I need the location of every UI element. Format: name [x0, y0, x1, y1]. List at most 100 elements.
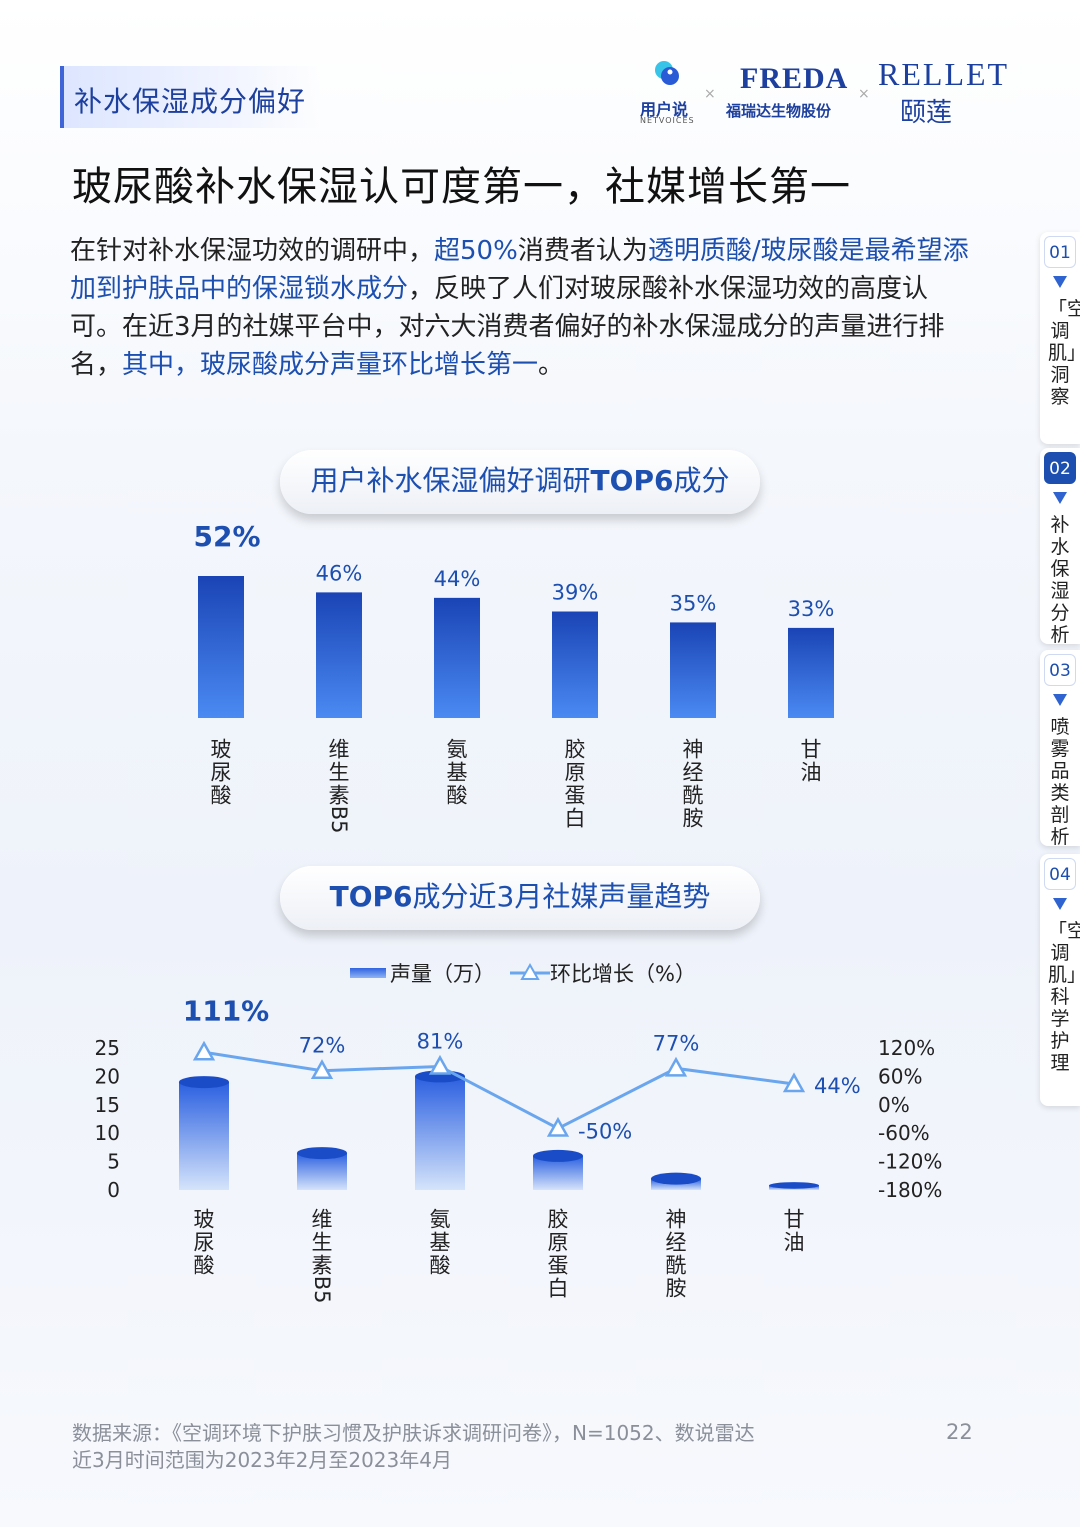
category-label: 氨基酸: [430, 1207, 451, 1277]
right-axis-tick: -180%: [878, 1178, 942, 1202]
netvoices-logo-icon: [655, 61, 679, 85]
intro-text: 。: [538, 350, 565, 380]
nav-label: 喷雾品类剖析: [1050, 716, 1070, 848]
volume-bar: [769, 1182, 819, 1190]
right-axis-tick: -120%: [878, 1150, 942, 1174]
triangle-down-icon: [1053, 276, 1067, 288]
svg-text:原: 原: [565, 760, 586, 784]
svg-text:蛋: 蛋: [565, 783, 586, 807]
growth-point: [782, 1072, 806, 1093]
chart2-title-pill: TOP6成分近3月社媒声量趋势: [280, 866, 760, 930]
survey-value-label: 33%: [788, 597, 835, 621]
svg-text:神: 神: [683, 737, 704, 761]
svg-text:尿: 尿: [211, 760, 232, 784]
right-axis-tick: 60%: [878, 1064, 922, 1088]
chart1-title-pill: 用户补水保湿偏好调研TOP6成分: [280, 450, 760, 514]
freda-logo-text: FREDA: [740, 62, 849, 95]
survey-value-label: 46%: [316, 561, 363, 585]
svg-text:基: 基: [430, 1230, 451, 1254]
survey-bar: [788, 627, 834, 718]
legend-bar-label: 声量（万）: [390, 962, 495, 986]
svg-text:原: 原: [548, 1230, 569, 1254]
netvoices-logo-text: 用户说: [640, 100, 689, 119]
triangle-down-icon: [1053, 898, 1067, 910]
svg-text:白: 白: [565, 806, 586, 830]
chart1-title-text: TOP6: [590, 464, 674, 497]
growth-value-label: 44%: [814, 1074, 861, 1098]
right-axis-tick: 120%: [878, 1036, 935, 1060]
svg-text:尿: 尿: [194, 1230, 215, 1254]
svg-text:酰: 酰: [683, 783, 704, 807]
svg-text:玻: 玻: [211, 737, 232, 761]
intro-highlight: 其中，玻尿酸成分声量环比增长第一: [122, 350, 539, 380]
growth-line: [203, 1050, 795, 1131]
svg-text:白: 白: [548, 1276, 569, 1300]
svg-text:胶: 胶: [565, 737, 586, 761]
page-number: 22: [946, 1420, 973, 1444]
intro-text: ，反映了人们对玻尿酸补水保湿功效的高度认可。在近3月的社媒平台中，对六大消费者偏…: [70, 274, 945, 380]
source-line: 近3月时间范围为2023年2月至2023年4月: [72, 1448, 452, 1472]
category-label: 玻尿酸: [194, 1207, 215, 1277]
svg-text:玻: 玻: [194, 1207, 215, 1231]
svg-text:B5: B5: [327, 806, 351, 834]
nav-item-01[interactable]: 01 「空调肌」洞察: [1040, 232, 1080, 444]
volume-bar: [297, 1147, 347, 1190]
svg-text:神: 神: [666, 1207, 687, 1231]
brand-logos: 用户说 NETVOICES × FREDA 福瑞达生物股份 × RELLET 颐…: [636, 52, 1007, 132]
chart1-title-text: 成分: [673, 464, 730, 497]
category-label: 玻尿酸: [211, 737, 232, 807]
survey-value-label: 52%: [193, 520, 260, 553]
svg-text:氨: 氨: [447, 737, 468, 761]
svg-text:维: 维: [329, 737, 350, 761]
source-footnote: 数据来源：《空调环境下护肤习惯及护肤诉求调研问卷》，N=1052、数说雷达 近3…: [72, 1420, 755, 1474]
nav-number: 03: [1044, 654, 1076, 686]
nav-label: 「空调肌」科学护理: [1048, 920, 1080, 1074]
left-axis-tick: 5: [107, 1150, 120, 1174]
growth-value-label: -50%: [578, 1119, 632, 1143]
source-line: 数据来源：《空调环境下护肤习惯及护肤诉求调研问卷》，N=1052、数说雷达: [72, 1421, 755, 1445]
svg-text:B5: B5: [310, 1276, 334, 1304]
growth-value-label: 111%: [183, 994, 270, 1027]
survey-bar: [670, 622, 716, 718]
svg-text:胶: 胶: [548, 1207, 569, 1231]
svg-text:油: 油: [784, 1230, 805, 1254]
nav-number: 01: [1044, 236, 1076, 268]
svg-text:油: 油: [801, 760, 822, 784]
growth-point: [310, 1059, 334, 1079]
svg-text:生: 生: [329, 760, 350, 784]
nav-number: 04: [1044, 858, 1076, 890]
nav-item-04[interactable]: 04 「空调肌」科学护理: [1040, 854, 1080, 1106]
nav-item-03[interactable]: 03 喷雾品类剖析: [1040, 650, 1080, 848]
volume-bar: [179, 1076, 229, 1190]
svg-text:胺: 胺: [683, 806, 704, 830]
volume-bar: [651, 1172, 701, 1190]
nav-label: 补水保湿分析: [1050, 514, 1070, 646]
growth-value-label: 72%: [299, 1034, 346, 1058]
svg-text:酸: 酸: [430, 1253, 451, 1277]
volume-bar: [415, 1070, 465, 1190]
nav-item-02[interactable]: 02 补水保湿分析: [1040, 448, 1080, 646]
growth-point: [192, 1040, 216, 1061]
intro-highlight: 透明质酸/玻尿酸是最希望添加到护肤品中的保湿锁水成分: [70, 236, 969, 304]
svg-text:蛋: 蛋: [548, 1253, 569, 1277]
page-title: 玻尿酸补水保湿认可度第一，社媒增长第一: [72, 164, 851, 210]
svg-text:生: 生: [312, 1230, 333, 1254]
survey-bar: [434, 597, 480, 718]
left-axis-tick: 20: [95, 1064, 120, 1088]
svg-text:维: 维: [312, 1207, 333, 1231]
svg-text:素: 素: [329, 783, 350, 807]
logo-separator: ×: [704, 86, 716, 102]
growth-point: [664, 1056, 688, 1077]
growth-point: [546, 1116, 570, 1137]
svg-text:基: 基: [447, 760, 468, 784]
logo-separator: ×: [858, 86, 870, 102]
left-axis-tick: 25: [95, 1036, 120, 1060]
legend-line-swatch: [510, 962, 550, 980]
netvoices-logo-subtext: NETVOICES: [640, 116, 695, 125]
rellet-logo-subtext: 颐莲: [900, 98, 953, 128]
section-tag: 补水保湿成分偏好: [60, 66, 320, 128]
